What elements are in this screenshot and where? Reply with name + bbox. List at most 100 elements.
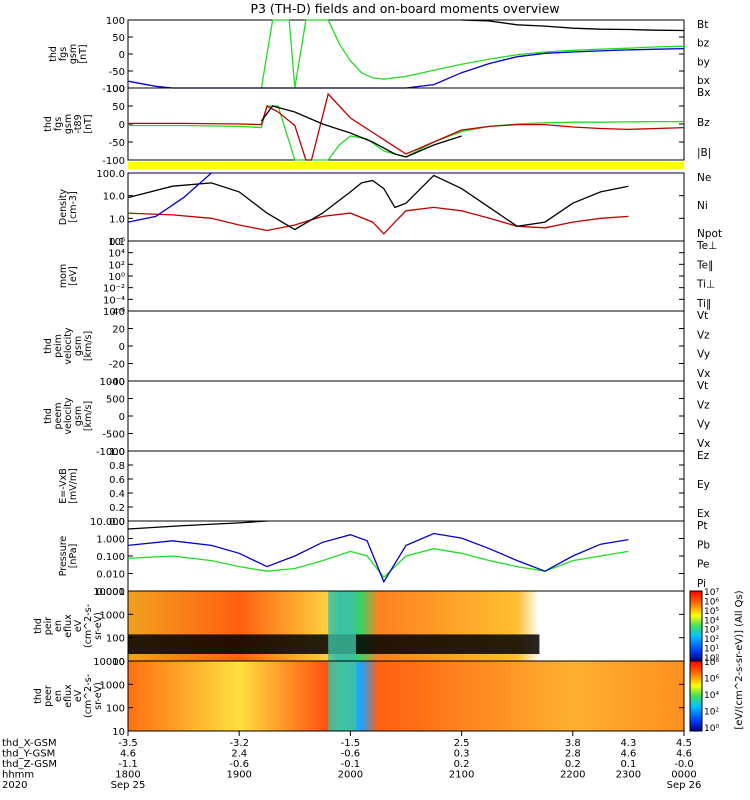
ylabel-line: eflux	[63, 614, 74, 638]
legend-Ey: Ey	[697, 479, 710, 491]
colorbar-tick: 10⁶	[704, 675, 719, 685]
ytick-label: 40	[112, 307, 125, 318]
series-|B|	[260, 105, 462, 158]
ytick-label: 0.1	[109, 237, 125, 248]
ytick-label: 0.6	[109, 475, 125, 486]
legend-Pb: Pb	[697, 539, 710, 551]
ylabel-line: thd	[43, 408, 54, 424]
legend-Vt: Vt	[697, 380, 708, 392]
ytick-label: 0	[119, 342, 125, 353]
xaxis-row-label: 2020	[2, 780, 27, 791]
xaxis-value: 4.3	[620, 738, 636, 749]
legend-bz: bz	[697, 38, 710, 50]
xaxis-value: 4.6	[120, 749, 136, 760]
colorbar-tick: 10⁴	[704, 691, 719, 701]
xaxis-value: -0.1	[341, 759, 361, 770]
legend-Bx: Bx	[697, 87, 710, 99]
xaxis-value: 2100	[449, 770, 474, 781]
ytick-label: -50	[109, 67, 125, 78]
ytick-label: 1000	[100, 610, 125, 621]
panel-fgs-gsm: 100 50 0 -50 -100 thd fgs gsm [nT] Bt bz by bx	[48, 16, 710, 95]
ylabel-line: thd	[43, 338, 54, 354]
ytick-label: 0.2	[109, 503, 125, 514]
ytick-label: 50	[112, 33, 125, 44]
colorbar-tick: 10⁴	[704, 616, 719, 626]
colorbar-tick: 10²	[704, 635, 719, 645]
xaxis-value: 2300	[616, 770, 641, 781]
xaxis-value: -0.6	[229, 759, 249, 770]
ylabel-line: thd	[33, 618, 44, 634]
xaxis-value: Sep 25	[111, 780, 146, 791]
ytick-label: 100	[106, 16, 125, 27]
spectrogram-center-band	[328, 591, 356, 661]
ylabel-line: [nPa]	[68, 544, 79, 569]
colorbar-tick: 10⁸	[704, 658, 719, 668]
ylabel-line: fgs	[58, 47, 69, 61]
ylabel: Density [cm-3]	[58, 189, 79, 225]
legend-Pt: Pt	[697, 520, 707, 532]
ylabel-line: thd	[43, 116, 54, 132]
xaxis-row-label: thd_Y-GSM	[2, 749, 55, 760]
colorbar-label-text: [eV/(cm^2-s-sr-eV)] (All Qs)	[734, 590, 745, 729]
ylabel-line: peer	[43, 685, 54, 707]
ylabel-line: en	[53, 620, 64, 632]
panel-frame	[127, 310, 685, 382]
legend-|B|: |B|	[697, 147, 711, 159]
legend-bx: bx	[697, 75, 710, 87]
ylabel-line: thd	[33, 688, 44, 704]
ylabel-line: [km/s]	[83, 401, 94, 431]
legend-Vy: Vy	[697, 419, 710, 431]
legend-Ni: Ni	[697, 200, 708, 212]
ytick-label: 0.0	[109, 517, 125, 528]
spectrogram	[128, 661, 684, 731]
panel-fgs-tdas: 100 50 0 -50 -100 thd fgs gsm -t89 [nT] Bx Bz |B|	[43, 84, 711, 169]
ylabel-line: (cm^2-s-	[83, 604, 94, 648]
ylabel: thd peer en eflux eV (cm^2-s-sr-eV)	[33, 674, 104, 718]
panel-frame	[127, 660, 685, 732]
legend-by: by	[697, 56, 710, 68]
ytick-label: 20	[112, 325, 125, 336]
ytick-label: 0.001	[96, 587, 125, 598]
panel-frame	[127, 19, 685, 89]
plot-title: P3 (TH-D) fields and on-board moments ov…	[250, 1, 559, 16]
series-Ne	[127, 206, 629, 235]
series-Npot	[127, 172, 212, 223]
ylabel-line: peir	[43, 617, 54, 636]
ytick-label: 0.8	[109, 461, 125, 472]
ylabel-line: [mV/m]	[68, 468, 79, 504]
xaxis-value: Sep 26	[667, 780, 702, 791]
xaxis-value: 0.3	[454, 749, 470, 760]
ytick-label: 10⁻²	[103, 284, 125, 295]
panel-peir: 10000 1000 100 10 thd peir en eflux eV (cm^2-s-sr…	[33, 587, 685, 668]
ylabel-line: [eV]	[68, 266, 79, 286]
ytick-label: 10⁻⁶	[103, 307, 125, 318]
ytick-label: 1.0	[109, 447, 125, 458]
xaxis-row-label: thd_X-GSM	[2, 738, 57, 749]
ylabel-line: thd	[48, 46, 59, 62]
legend-Ti‖: Ti‖	[696, 298, 711, 310]
ylabel-line: eV	[73, 619, 84, 632]
ytick-label: 10.000	[90, 517, 125, 528]
ytick-label: 0.010	[96, 570, 125, 581]
ytick-label: 1000	[100, 377, 125, 388]
ytick-label: 1.0	[109, 214, 125, 225]
xaxis-value: -0.0	[674, 759, 694, 770]
ylabel-line: fgs	[53, 117, 64, 131]
legend-Ex: Ex	[697, 508, 710, 520]
legend-Pi: Pi	[697, 578, 706, 590]
colorbar-tick: 10²	[704, 708, 719, 718]
xaxis-value: -3.2	[229, 738, 249, 749]
xaxis-value: 2.5	[454, 738, 470, 749]
legend-Vt: Vt	[697, 310, 708, 322]
legend-Vz: Vz	[697, 329, 710, 341]
panel-efield: 1.0 0.8 0.6 0.4 0.2 0.0 E=-VxB [mV/m] Ez Ey Ex	[58, 447, 710, 528]
series-by	[260, 19, 685, 89]
xaxis-value: 2.4	[231, 749, 247, 760]
legend-Te‖: Te‖	[696, 259, 713, 271]
ytick-label: 10²	[108, 260, 125, 271]
ylabel: E=-VxB [mV/m]	[58, 468, 79, 504]
series-Ni	[127, 174, 629, 231]
legend-Pe: Pe	[697, 559, 709, 571]
